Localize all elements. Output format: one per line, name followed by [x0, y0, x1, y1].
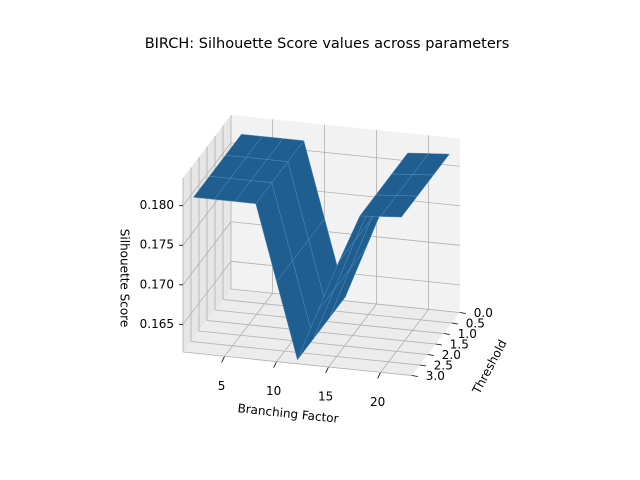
grid-line	[190, 341, 420, 366]
y-tick-label: 2.0	[442, 348, 461, 362]
chart-title: BIRCH: Silhouette Score values across pa…	[145, 36, 510, 52]
grid-line	[198, 330, 428, 355]
z-tick-label: 0.170	[140, 277, 174, 291]
tick-mark	[443, 333, 450, 335]
y-tick-label: 1.0	[458, 327, 477, 341]
x-axis-label: Branching Factor	[237, 401, 339, 426]
z-axis-label: Silhouette Score	[118, 229, 132, 327]
grid-line	[222, 299, 452, 324]
grid-line	[214, 309, 444, 334]
tick-mark	[377, 372, 381, 379]
tick-mark	[325, 366, 329, 374]
x-tick-label: 20	[370, 395, 385, 409]
tick-mark	[451, 322, 458, 325]
x-tick-label: 5	[218, 379, 226, 393]
z-tick-label: 0.180	[140, 198, 174, 212]
grid-line	[230, 288, 460, 313]
tick-mark	[419, 364, 426, 367]
tick-mark	[273, 361, 277, 368]
tick-mark	[411, 375, 418, 377]
y-tick-label: 1.5	[450, 338, 469, 352]
grid-line	[182, 261, 232, 325]
surface-patch	[380, 195, 418, 218]
y-tick-label: 3.0	[426, 369, 445, 383]
x-tick-label: 15	[318, 389, 333, 403]
tick-mark	[435, 343, 442, 346]
z-tick-label: 0.175	[140, 238, 174, 252]
y-tick-label: 0.5	[466, 317, 485, 331]
y-axis-label: Threshold	[469, 337, 510, 397]
grid-line	[182, 221, 232, 286]
y-tick-label: 0.0	[474, 306, 493, 320]
z-tick-label: 0.165	[140, 317, 174, 331]
x-tick-label: 10	[266, 384, 281, 398]
tick-mark	[459, 312, 466, 314]
grid-line	[182, 351, 412, 376]
grid-line	[206, 320, 436, 345]
tick-mark	[427, 354, 434, 356]
y-tick-label: 2.5	[434, 359, 453, 373]
tick-mark	[221, 356, 225, 363]
grid-line	[182, 142, 232, 206]
